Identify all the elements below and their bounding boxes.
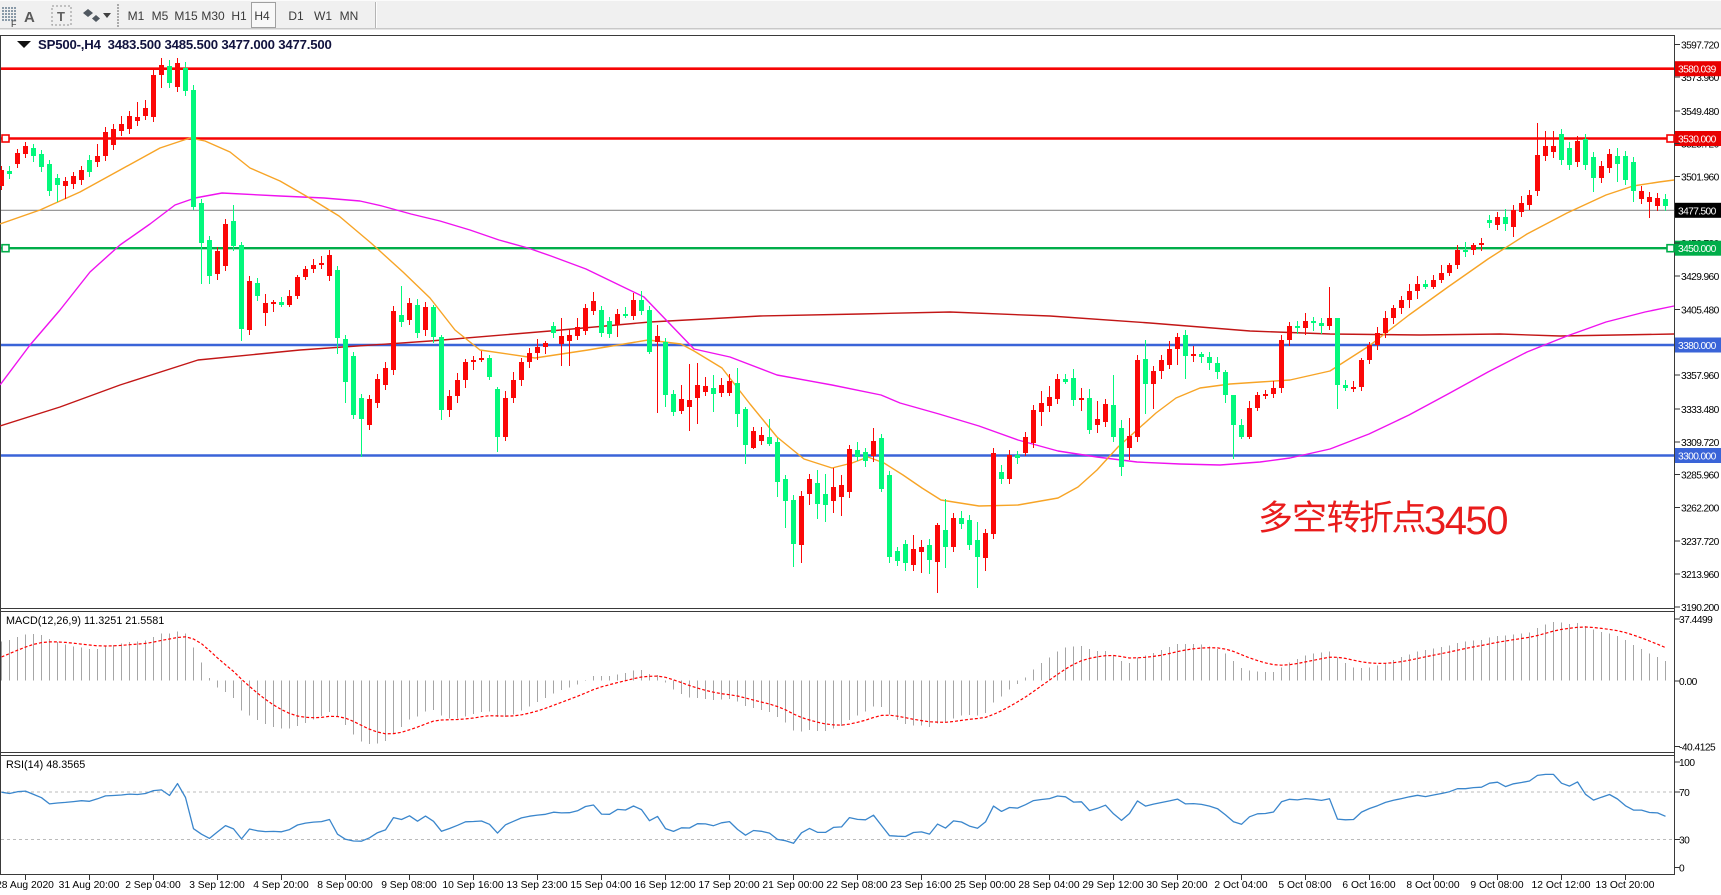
svg-text:MN: MN [340, 9, 359, 23]
svg-text:3501.960: 3501.960 [1681, 172, 1720, 183]
svg-text:3429.960: 3429.960 [1681, 272, 1720, 283]
svg-text:H4: H4 [254, 9, 270, 23]
svg-text:23 Sep 16:00: 23 Sep 16:00 [890, 880, 952, 891]
svg-text:37.4499: 37.4499 [1679, 615, 1713, 626]
svg-text:-40.4125: -40.4125 [1679, 743, 1716, 754]
svg-text:3573.960: 3573.960 [1681, 73, 1720, 84]
svg-text:M30: M30 [201, 9, 225, 23]
svg-text:2 Oct 04:00: 2 Oct 04:00 [1214, 880, 1268, 891]
svg-text:4 Sep 20:00: 4 Sep 20:00 [253, 880, 309, 891]
svg-text:M15: M15 [174, 9, 198, 23]
svg-text:T: T [57, 9, 65, 24]
svg-text:9 Sep 08:00: 9 Sep 08:00 [381, 880, 437, 891]
svg-text:3262.200: 3262.200 [1681, 503, 1720, 514]
svg-text:3 Sep 12:00: 3 Sep 12:00 [189, 880, 245, 891]
svg-text:3237.720: 3237.720 [1681, 537, 1720, 548]
svg-text:3549.480: 3549.480 [1681, 107, 1720, 118]
svg-text:25 Sep 00:00: 25 Sep 00:00 [954, 880, 1016, 891]
svg-text:RSI(14) 48.3565: RSI(14) 48.3565 [6, 759, 85, 771]
svg-text:100: 100 [1679, 758, 1695, 769]
svg-text:6 Oct 16:00: 6 Oct 16:00 [1342, 880, 1396, 891]
svg-text:16 Sep 12:00: 16 Sep 12:00 [634, 880, 696, 891]
svg-text:0: 0 [1679, 864, 1685, 875]
svg-text:22 Sep 08:00: 22 Sep 08:00 [826, 880, 888, 891]
svg-text:M5: M5 [152, 9, 169, 23]
svg-text:5 Oct 08:00: 5 Oct 08:00 [1278, 880, 1332, 891]
svg-text:F: F [11, 19, 17, 29]
svg-text:H1: H1 [231, 9, 247, 23]
svg-text:3380.000: 3380.000 [1678, 341, 1717, 352]
svg-text:30: 30 [1679, 836, 1690, 847]
svg-text:17 Sep 20:00: 17 Sep 20:00 [698, 880, 760, 891]
svg-text:70: 70 [1679, 788, 1690, 799]
svg-text:21 Sep 00:00: 21 Sep 00:00 [762, 880, 824, 891]
svg-text:3190.200: 3190.200 [1681, 603, 1720, 614]
svg-text:3450: 3450 [1424, 499, 1507, 543]
svg-text:3405.480: 3405.480 [1681, 306, 1720, 317]
svg-text:2 Sep 04:00: 2 Sep 04:00 [125, 880, 181, 891]
svg-text:A: A [24, 9, 35, 26]
svg-text:3477.500: 3477.500 [1678, 206, 1717, 217]
svg-text:8 Oct 00:00: 8 Oct 00:00 [1406, 880, 1460, 891]
svg-text:D1: D1 [288, 9, 304, 23]
svg-text:3450.000: 3450.000 [1678, 244, 1717, 255]
svg-text:15 Sep 04:00: 15 Sep 04:00 [570, 880, 632, 891]
svg-text:SP500-,H4 3483.500 3485.500 3: SP500-,H4 3483.500 3485.500 3477.000 347… [38, 37, 332, 52]
svg-text:MACD(12,26,9) 11.3251 21.5581: MACD(12,26,9) 11.3251 21.5581 [6, 615, 164, 627]
svg-text:9 Oct 08:00: 9 Oct 08:00 [1470, 880, 1524, 891]
svg-text:3333.480: 3333.480 [1681, 405, 1720, 416]
svg-text:3285.960: 3285.960 [1681, 471, 1720, 482]
svg-text:W1: W1 [314, 9, 332, 23]
svg-text:0.00: 0.00 [1679, 677, 1698, 688]
svg-text:13 Oct 20:00: 13 Oct 20:00 [1596, 880, 1655, 891]
svg-text:3213.960: 3213.960 [1681, 570, 1720, 581]
svg-text:3357.960: 3357.960 [1681, 371, 1720, 382]
svg-text:28 Sep 04:00: 28 Sep 04:00 [1018, 880, 1080, 891]
svg-text:M1: M1 [128, 9, 145, 23]
svg-text:3580.039: 3580.039 [1678, 65, 1717, 76]
svg-text:29 Sep 12:00: 29 Sep 12:00 [1082, 880, 1144, 891]
svg-text:30 Sep 20:00: 30 Sep 20:00 [1146, 880, 1208, 891]
svg-text:3530.000: 3530.000 [1678, 135, 1717, 146]
svg-text:8 Sep 00:00: 8 Sep 00:00 [317, 880, 373, 891]
svg-text:10 Sep 16:00: 10 Sep 16:00 [442, 880, 504, 891]
svg-text:12 Oct 12:00: 12 Oct 12:00 [1532, 880, 1591, 891]
svg-text:3309.720: 3309.720 [1681, 438, 1720, 449]
svg-text:31 Aug 20:00: 31 Aug 20:00 [59, 880, 120, 891]
svg-text:28 Aug 2020: 28 Aug 2020 [0, 880, 54, 891]
svg-text:3300.000: 3300.000 [1678, 452, 1717, 463]
svg-text:3597.720: 3597.720 [1681, 40, 1720, 51]
svg-text:13 Sep 23:00: 13 Sep 23:00 [506, 880, 568, 891]
